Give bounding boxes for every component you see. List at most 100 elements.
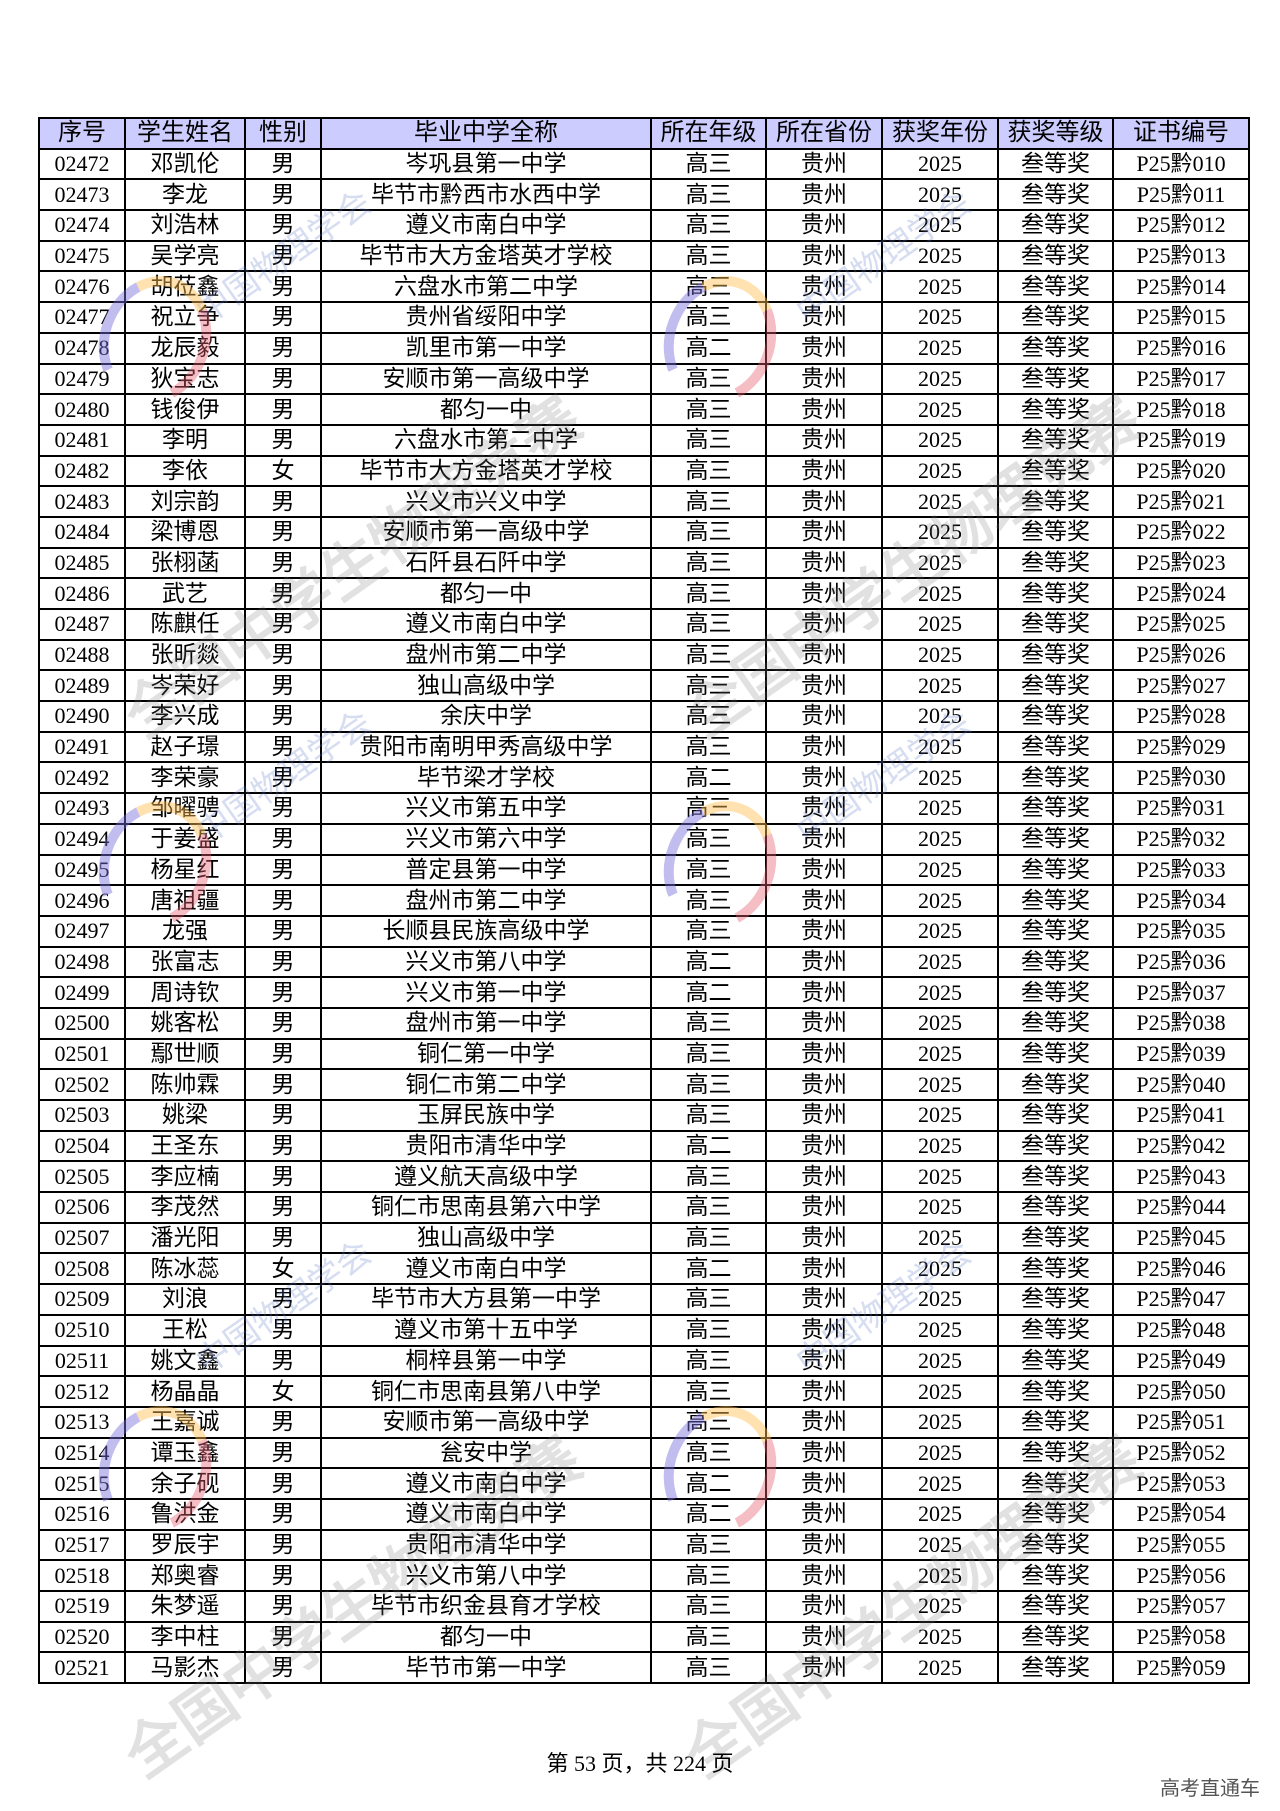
cell-school: 玉屏民族中学 <box>320 1099 652 1132</box>
cell-serial: 02511 <box>38 1344 126 1378</box>
cell-award-level: 叁等奖 <box>997 147 1114 181</box>
cell-student-name: 王松 <box>124 1313 246 1347</box>
cell-school: 盘州市第二中学 <box>320 884 652 917</box>
cell-award-year: 2025 <box>881 454 999 488</box>
cell-gender: 男 <box>244 485 322 518</box>
cell-serial: 02496 <box>38 884 126 917</box>
cell-certificate-no: P25黔027 <box>1112 669 1250 703</box>
cell-province: 贵州 <box>765 792 883 825</box>
cell-serial: 02472 <box>38 147 126 181</box>
cell-award-level: 叁等奖 <box>997 761 1114 795</box>
cell-serial: 02494 <box>38 822 126 856</box>
cell-grade: 高三 <box>650 515 767 549</box>
cell-province: 贵州 <box>765 1528 883 1562</box>
table-row: 02485 张栩菡男石阡县石阡中学 高三 贵州 2025 叁等奖 P25黔023 <box>38 546 1250 580</box>
header-grade: 所在年级 <box>650 117 767 150</box>
table-row: 02511 姚文鑫男桐梓县第一中学 高三 贵州 2025 叁等奖 P25黔049 <box>38 1344 1250 1378</box>
table-row: 02501 鄢世顺男铜仁第一中学 高三 贵州 2025 叁等奖 P25黔039 <box>38 1037 1250 1071</box>
cell-serial: 02509 <box>38 1283 126 1316</box>
cell-serial: 02506 <box>38 1191 126 1224</box>
header-gender: 性别 <box>244 117 322 150</box>
table-row: 02486 武艺男都匀一中 高三 贵州 2025 叁等奖 P25黔024 <box>38 577 1250 610</box>
cell-award-level: 叁等奖 <box>997 792 1114 825</box>
table-row: 02518 郑奥睿男兴义市第八中学 高三 贵州 2025 叁等奖 P25黔056 <box>38 1559 1250 1592</box>
cell-grade: 高三 <box>650 1590 767 1623</box>
cell-serial: 02519 <box>38 1590 126 1623</box>
cell-award-year: 2025 <box>881 270 999 304</box>
table-row: 02476 胡莅鑫男六盘水市第二中学 高三 贵州 2025 叁等奖 P25黔014 <box>38 270 1250 304</box>
cell-school: 贵阳市清华中学 <box>320 1528 652 1562</box>
cell-award-level: 叁等奖 <box>997 1467 1114 1500</box>
cell-certificate-no: P25黔022 <box>1112 515 1250 549</box>
cell-grade: 高三 <box>650 1191 767 1224</box>
cell-gender: 男 <box>244 1313 322 1347</box>
cell-award-level: 叁等奖 <box>997 331 1114 365</box>
cell-award-level: 叁等奖 <box>997 239 1114 273</box>
cell-province: 贵州 <box>765 1252 883 1286</box>
cell-award-level: 叁等奖 <box>997 730 1114 764</box>
cell-award-year: 2025 <box>881 546 999 580</box>
cell-award-year: 2025 <box>881 1405 999 1439</box>
cell-student-name: 龙辰毅 <box>124 331 246 365</box>
cell-school: 都匀一中 <box>320 393 652 426</box>
table-row: 02478 龙辰毅男凯里市第一中学 高二 贵州 2025 叁等奖 P25黔016 <box>38 331 1250 365</box>
cell-province: 贵州 <box>765 423 883 457</box>
cell-grade: 高二 <box>650 976 767 1009</box>
table-row: 02513 王嘉诚男安顺市第一高级中学 高三 贵州 2025 叁等奖 P25黔051 <box>38 1405 1250 1439</box>
cell-certificate-no: P25黔025 <box>1112 608 1250 641</box>
table-row: 02481 李明男六盘水市第二中学 高三 贵州 2025 叁等奖 P25黔019 <box>38 423 1250 457</box>
table-row: 02474 刘浩林男遵义市南白中学 高三 贵州 2025 叁等奖 P25黔012 <box>38 209 1250 242</box>
cell-award-level: 叁等奖 <box>997 178 1114 212</box>
cell-gender: 男 <box>244 515 322 549</box>
cell-province: 贵州 <box>765 239 883 273</box>
cell-school: 贵阳市南明甲秀高级中学 <box>320 730 652 764</box>
cell-student-name: 陈麒任 <box>124 608 246 641</box>
cell-student-name: 张栩菡 <box>124 546 246 580</box>
cell-grade: 高三 <box>650 700 767 733</box>
cell-award-level: 叁等奖 <box>997 1221 1114 1255</box>
cell-gender: 男 <box>244 945 322 979</box>
cell-grade: 高三 <box>650 423 767 457</box>
cell-award-year: 2025 <box>881 1559 999 1592</box>
cell-serial: 02499 <box>38 976 126 1009</box>
cell-award-year: 2025 <box>881 577 999 610</box>
cell-province: 贵州 <box>765 945 883 979</box>
cell-student-name: 狄宝志 <box>124 362 246 396</box>
cell-gender: 男 <box>244 546 322 580</box>
cell-award-level: 叁等奖 <box>997 1313 1114 1347</box>
cell-certificate-no: P25黔053 <box>1112 1467 1250 1500</box>
table-row: 02519 朱梦遥男毕节市织金县育才学校 高三 贵州 2025 叁等奖 P25黔057 <box>38 1590 1250 1623</box>
cell-certificate-no: P25黔056 <box>1112 1559 1250 1592</box>
cell-certificate-no: P25黔012 <box>1112 209 1250 242</box>
cell-school: 盘州市第一中学 <box>320 1006 652 1040</box>
cell-gender: 男 <box>244 1068 322 1101</box>
cell-school: 石阡县石阡中学 <box>320 546 652 580</box>
cell-gender: 男 <box>244 730 322 764</box>
table-row: 02509 刘浪男毕节市大方县第一中学 高三 贵州 2025 叁等奖 P25黔047 <box>38 1283 1250 1316</box>
cell-award-year: 2025 <box>881 423 999 457</box>
header-award-year: 获奖年份 <box>881 117 999 150</box>
cell-award-year: 2025 <box>881 1313 999 1347</box>
cell-school: 遵义市南白中学 <box>320 209 652 242</box>
cell-grade: 高三 <box>650 239 767 273</box>
cell-certificate-no: P25黔019 <box>1112 423 1250 457</box>
cell-province: 贵州 <box>765 1467 883 1500</box>
cell-award-year: 2025 <box>881 1590 999 1623</box>
cell-grade: 高三 <box>650 1436 767 1470</box>
cell-award-level: 叁等奖 <box>997 1344 1114 1378</box>
cell-grade: 高三 <box>650 270 767 304</box>
cell-serial: 02493 <box>38 792 126 825</box>
cell-serial: 02486 <box>38 577 126 610</box>
cell-award-level: 叁等奖 <box>997 362 1114 396</box>
cell-school: 毕节市大方县第一中学 <box>320 1283 652 1316</box>
cell-province: 贵州 <box>765 301 883 334</box>
table-row: 02489 岑荣好男独山高级中学 高三 贵州 2025 叁等奖 P25黔027 <box>38 669 1250 703</box>
cell-certificate-no: P25黔047 <box>1112 1283 1250 1316</box>
cell-serial: 02484 <box>38 515 126 549</box>
cell-award-level: 叁等奖 <box>997 1497 1114 1531</box>
cell-school: 毕节市大方金塔英才学校 <box>320 239 652 273</box>
cell-award-level: 叁等奖 <box>997 301 1114 334</box>
table-row: 02498 张富志男兴义市第八中学 高二 贵州 2025 叁等奖 P25黔036 <box>38 945 1250 979</box>
cell-gender: 男 <box>244 1497 322 1531</box>
table-row: 02499 周诗钦男兴义市第一中学 高二 贵州 2025 叁等奖 P25黔037 <box>38 976 1250 1009</box>
